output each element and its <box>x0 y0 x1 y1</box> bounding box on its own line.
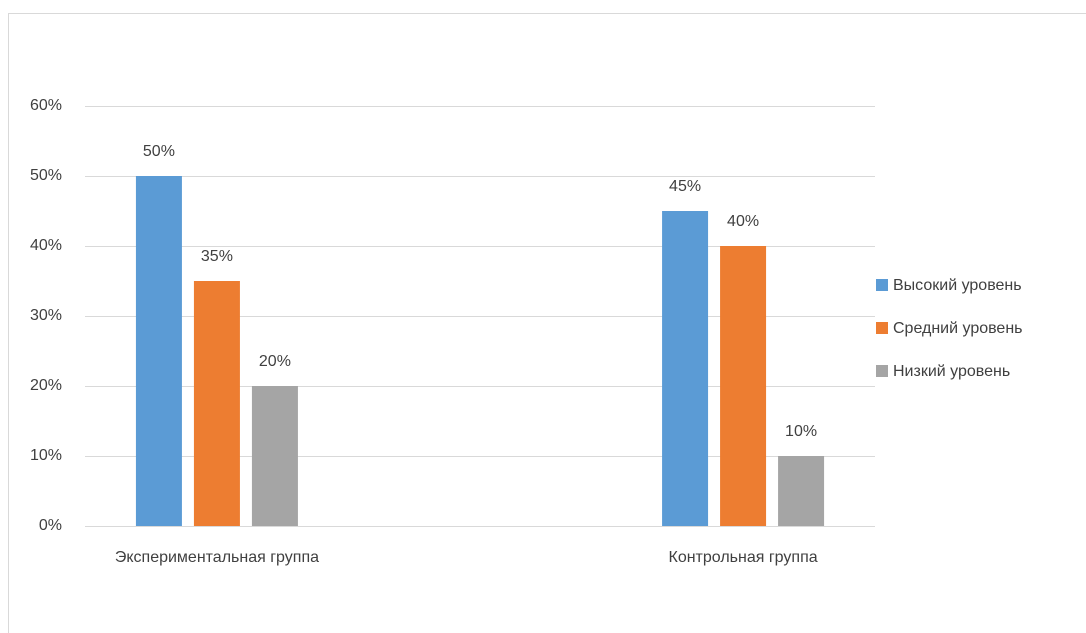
bar <box>251 386 298 526</box>
bar <box>193 281 240 526</box>
y-tick-label: 0% <box>39 517 62 534</box>
value-label: 35% <box>201 248 233 265</box>
value-label: 50% <box>143 143 175 160</box>
y-tick-label: 20% <box>30 377 62 394</box>
legend-label: Низкий уровень <box>893 363 1010 380</box>
value-label: 40% <box>727 213 759 230</box>
bar <box>720 246 767 526</box>
legend-label: Высокий уровень <box>893 277 1022 294</box>
legend-label: Средний уровень <box>893 320 1023 337</box>
value-label: 20% <box>259 353 291 370</box>
legend-swatch <box>876 279 888 291</box>
y-tick-label: 30% <box>30 307 62 324</box>
chart-border <box>8 13 1086 633</box>
x-tick-label: Контрольная группа <box>668 549 818 566</box>
x-tick-label: Экспериментальная группа <box>114 549 319 566</box>
legend-swatch <box>876 365 888 377</box>
legend-swatch <box>876 322 888 334</box>
bar <box>778 456 825 526</box>
y-tick-label: 10% <box>30 447 62 464</box>
bar <box>662 211 709 526</box>
bar <box>135 176 182 526</box>
value-label: 45% <box>669 178 701 195</box>
y-tick-label: 60% <box>30 97 62 114</box>
y-tick-label: 50% <box>30 167 62 184</box>
value-label: 10% <box>785 423 817 440</box>
y-tick-label: 40% <box>30 237 62 254</box>
